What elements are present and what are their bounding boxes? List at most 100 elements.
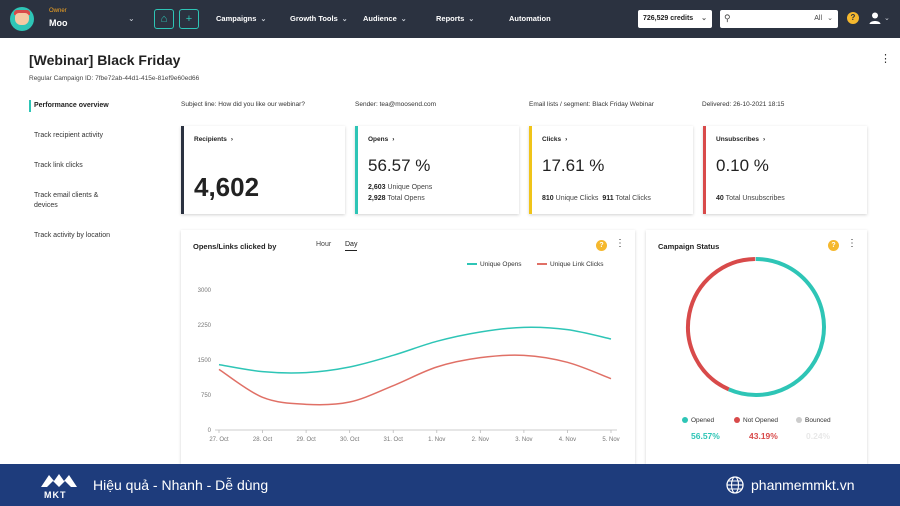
chart-title: Opens/Links clicked by: [193, 242, 277, 251]
not-opened-percent: 43.19%: [749, 431, 778, 441]
x-tick-label: 4. Nov: [559, 437, 576, 443]
nav-growth-tools[interactable]: Growth Tools ⌄: [290, 14, 348, 23]
opens-line-chart: 0 750 1500 2250 3000 27. Oct 28. Oct 29. Oct 30.…: [198, 288, 620, 443]
campaign-status-panel: Campaign Status ? ⋮ Opened Not Opened Bo…: [646, 230, 867, 464]
promo-banner: MKT Hiệu quả - Nhanh - Dễ dùng phanmemmk…: [0, 464, 900, 506]
credits-dropdown[interactable]: 726,529 credits ⌄: [638, 10, 712, 28]
more-options-icon[interactable]: ⋮: [880, 53, 891, 65]
clicks-link[interactable]: Clicks ›: [542, 136, 568, 143]
campaign-id: Regular Campaign ID: 7fbe72ab-44d1-415e-…: [29, 75, 200, 82]
user-icon[interactable]: [868, 11, 882, 25]
sidebar-item-link-clicks[interactable]: Track link clicks: [34, 162, 83, 169]
top-navigation-bar: Owner Moo ⌄ ⌂ + Campaigns ⌄ Growth Tools ⌄…: [0, 0, 900, 38]
x-tick-label: 27. Oct: [209, 437, 229, 443]
donut-segment-not-opened: [686, 257, 756, 392]
sender: Sender: tea@moosend.com: [355, 101, 437, 108]
help-icon[interactable]: ?: [596, 240, 607, 251]
legend-bounced: Bounced: [796, 417, 831, 424]
toggle-hour[interactable]: Hour: [316, 241, 332, 248]
bounced-percent: 0.24%: [806, 431, 831, 441]
page-title: [Webinar] Black Friday: [29, 52, 181, 68]
opens-link[interactable]: Opens ›: [368, 136, 395, 143]
nav-audience[interactable]: Audience ⌄: [363, 14, 407, 23]
globe-icon: [726, 476, 744, 494]
chevron-down-icon: ⌄: [341, 16, 348, 23]
owner-avatar[interactable]: [10, 7, 34, 31]
x-tick-label: 3. Nov: [515, 437, 532, 443]
chevron-right-icon: ›: [392, 136, 395, 143]
search-input[interactable]: ⚲ All ⌄: [720, 10, 838, 28]
recipients-link[interactable]: Recipients ›: [194, 136, 234, 143]
chevron-right-icon: ›: [565, 136, 568, 143]
status-title: Campaign Status: [658, 242, 720, 251]
y-tick-label: 0: [208, 428, 212, 434]
legend-unique-opens: Unique Opens: [467, 261, 522, 268]
y-tick-label: 750: [201, 393, 212, 399]
slogan: Hiệu quả - Nhanh - Dễ dùng: [93, 477, 269, 493]
chevron-down-icon: ⌄: [468, 16, 475, 23]
unsubscribes-link[interactable]: Unsubscribes ›: [716, 136, 766, 143]
total-opens: 2,928 Total Opens: [368, 195, 425, 202]
recipients-card: Recipients › 4,602: [181, 126, 345, 214]
search-icon: ⚲: [724, 13, 731, 23]
y-tick-label: 1500: [198, 358, 212, 364]
delivered-date: Delivered: 26-10-2021 18:15: [702, 101, 785, 108]
chevron-down-icon: ⌄: [827, 15, 833, 22]
x-tick-label: 1. Nov: [428, 437, 445, 443]
clicks-rate: 17.61 %: [542, 156, 605, 175]
nav-reports[interactable]: Reports ⌄: [436, 14, 475, 23]
chevron-down-icon[interactable]: ⌄: [884, 15, 890, 22]
search-filter[interactable]: All: [814, 15, 822, 22]
sidebar-item-location[interactable]: Track activity by location: [34, 232, 110, 239]
help-icon[interactable]: ?: [847, 12, 859, 24]
chevron-down-icon: ⌄: [701, 15, 707, 22]
website-link[interactable]: phanmemmkt.vn: [751, 477, 855, 493]
total-unsubscribes: 40 Total Unsubscribes: [716, 195, 785, 202]
help-icon[interactable]: ?: [828, 240, 839, 251]
nav-automation[interactable]: Automation: [509, 14, 551, 23]
opens-rate: 56.57 %: [368, 156, 431, 175]
x-tick-label: 28. Oct: [253, 437, 273, 443]
plus-icon[interactable]: +: [179, 9, 199, 29]
opened-percent: 56.57%: [691, 431, 720, 441]
x-tick-label: 5. Nov: [602, 437, 619, 443]
chevron-down-icon: ⌄: [260, 16, 267, 23]
opens-card: Opens › 56.57 % 2,603 Unique Opens 2,928 …: [355, 126, 519, 214]
legend-unique-link-clicks: Unique Link Clicks: [537, 261, 603, 268]
mkt-logo-text: MKT: [44, 490, 67, 500]
recipients-value: 4,602: [194, 172, 260, 202]
x-tick-label: 29. Oct: [296, 437, 316, 443]
y-tick-label: 3000: [198, 288, 212, 294]
home-icon[interactable]: ⌂: [154, 9, 174, 29]
nav-campaigns[interactable]: Campaigns ⌄: [216, 14, 267, 23]
unsubscribes-card: Unsubscribes › 0.10 % 40 Total Unsubscrib…: [703, 126, 867, 214]
series-line-unique-link-clicks: [218, 354, 612, 406]
owner-name[interactable]: Moo: [49, 18, 68, 28]
campaign-status-donut: [686, 256, 826, 397]
y-tick-label: 2250: [198, 323, 212, 329]
sidebar-item-recipient-activity[interactable]: Track recipient activity: [34, 132, 103, 139]
series-line-unique-opens: [218, 326, 612, 374]
clicks-card: Clicks › 17.61 % 810 Unique Clicks 911 To…: [529, 126, 693, 214]
owner-label: Owner: [49, 8, 67, 14]
chevron-right-icon: ›: [230, 136, 234, 143]
x-tick-label: 2. Nov: [472, 437, 489, 443]
x-tick-label: 31. Oct: [384, 437, 404, 443]
unsubscribe-rate: 0.10 %: [716, 156, 769, 175]
chevron-down-icon: ⌄: [400, 16, 407, 23]
click-totals: 810 Unique Clicks 911 Total Clicks: [542, 195, 651, 202]
unique-opens: 2,603 Unique Opens: [368, 184, 433, 191]
chevron-right-icon: ›: [763, 136, 766, 143]
donut-segment-opened: [727, 257, 826, 397]
x-tick-label: 30. Oct: [340, 437, 360, 443]
chevron-down-icon[interactable]: ⌄: [128, 14, 135, 23]
more-options-icon[interactable]: ⋮: [615, 238, 625, 249]
sidebar-item-performance-overview[interactable]: Performance overview: [34, 102, 109, 109]
active-indicator: [29, 100, 31, 112]
legend-opened: Opened: [682, 417, 714, 424]
legend-not-opened: Not Opened: [734, 417, 778, 424]
sidebar-item-email-clients[interactable]: Track email clients & devices: [34, 192, 99, 209]
more-options-icon[interactable]: ⋮: [847, 238, 857, 249]
email-lists: Email lists / segment: Black Friday Webi…: [529, 101, 654, 108]
toggle-day[interactable]: Day: [345, 241, 358, 251]
